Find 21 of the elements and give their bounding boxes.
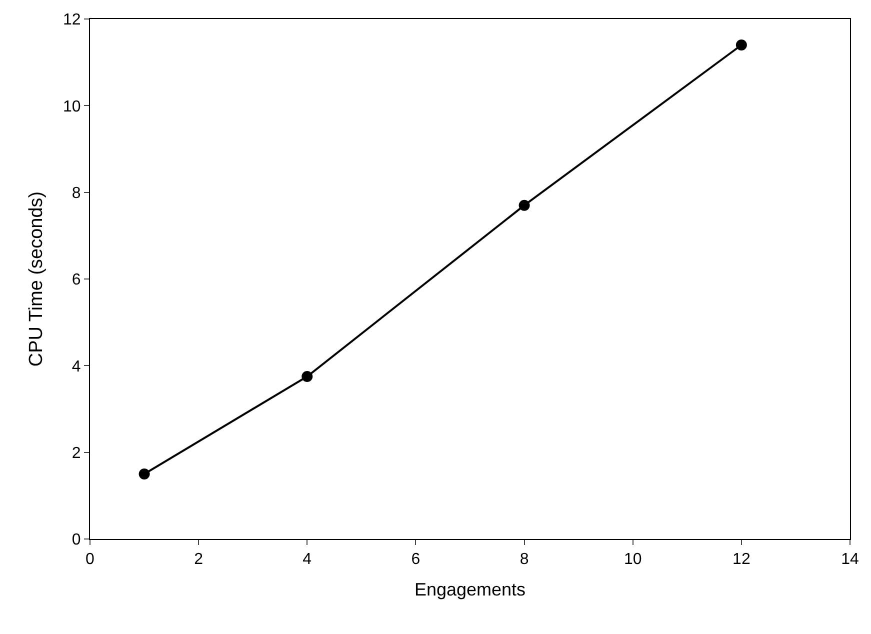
point xyxy=(518,200,530,211)
x-tick-label: 2 xyxy=(194,551,204,568)
x-tick-label: 6 xyxy=(411,551,420,568)
y-tick-label: 4 xyxy=(72,358,81,376)
y-axis-title: CPU Time (seconds) xyxy=(26,191,47,367)
y-tick-label: 10 xyxy=(63,98,81,116)
y-tick-label: 2 xyxy=(72,444,81,462)
x-tick-label: 12 xyxy=(732,551,750,568)
x-tick-label: 8 xyxy=(520,551,529,568)
x-axis-title: Engagements xyxy=(414,579,526,600)
x-tick-label: 14 xyxy=(841,551,859,568)
y-tick-label: 8 xyxy=(72,184,81,202)
x-tick-label: 4 xyxy=(302,551,312,568)
y-tick-label: 6 xyxy=(72,272,81,289)
y-tick-label: 12 xyxy=(63,12,81,29)
y-tick-label: 0 xyxy=(72,532,81,549)
x-tick-label: 10 xyxy=(624,551,642,568)
x-tick-label: 0 xyxy=(86,551,95,568)
point xyxy=(302,371,313,382)
point xyxy=(736,40,747,50)
point xyxy=(138,468,150,480)
